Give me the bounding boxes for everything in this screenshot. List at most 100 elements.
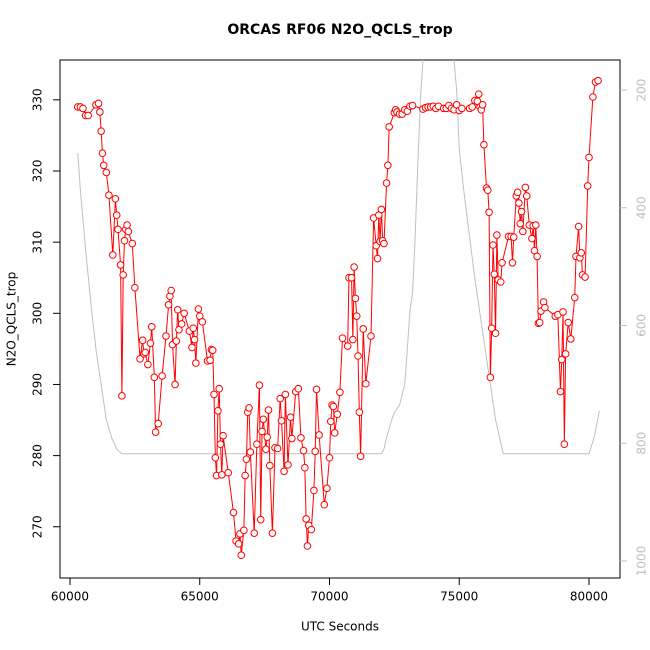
point	[98, 149, 107, 158]
point	[541, 303, 549, 312]
point	[508, 258, 517, 267]
point	[487, 324, 496, 333]
point	[528, 234, 536, 243]
point	[577, 249, 586, 257]
point	[262, 445, 270, 454]
point	[214, 406, 222, 415]
point	[264, 406, 273, 414]
point	[211, 453, 220, 462]
y-tick-label: 330	[31, 88, 45, 111]
point	[307, 525, 316, 534]
point	[118, 392, 126, 400]
point	[330, 429, 339, 437]
series-line	[77, 80, 599, 556]
point	[241, 471, 249, 480]
chart-title: ORCAS RF06 N2O_QCLS_trop	[227, 22, 452, 38]
point	[173, 305, 182, 314]
point	[141, 348, 150, 357]
point	[561, 350, 570, 358]
point	[367, 332, 375, 340]
point	[97, 127, 105, 135]
point	[215, 384, 224, 393]
point	[384, 161, 392, 170]
point	[151, 428, 160, 436]
point	[468, 103, 477, 111]
point	[556, 387, 565, 396]
point	[99, 161, 108, 170]
point	[373, 254, 382, 263]
point	[194, 305, 203, 313]
point	[217, 471, 226, 479]
point	[268, 529, 277, 537]
point	[574, 222, 583, 231]
point	[224, 468, 233, 477]
point	[382, 179, 391, 187]
point	[362, 379, 370, 388]
point	[485, 208, 493, 217]
point	[408, 101, 417, 110]
point	[521, 183, 530, 192]
point	[229, 508, 238, 517]
point	[120, 236, 129, 245]
point	[329, 402, 338, 411]
point	[338, 334, 347, 343]
point	[123, 221, 131, 229]
point	[253, 440, 261, 449]
point	[311, 447, 320, 456]
point	[192, 359, 200, 367]
point	[198, 318, 207, 326]
point	[294, 384, 303, 393]
point	[172, 337, 181, 345]
point	[167, 286, 175, 295]
y-axis-label: N2O_QCLS_trop	[5, 272, 19, 367]
point	[301, 463, 309, 472]
point	[288, 434, 296, 443]
point	[377, 205, 386, 214]
point	[94, 99, 103, 108]
point	[351, 294, 360, 303]
point	[280, 467, 288, 476]
point	[147, 323, 156, 331]
point	[116, 261, 125, 269]
point	[245, 404, 253, 412]
point	[491, 329, 500, 338]
point	[570, 293, 579, 302]
y-tick-label: 300	[31, 302, 45, 325]
point	[474, 90, 483, 98]
point	[119, 271, 127, 279]
point	[581, 273, 589, 281]
point	[354, 352, 362, 360]
point	[138, 336, 147, 345]
y2-tick-label: 200	[635, 79, 649, 102]
point	[171, 380, 179, 389]
point	[114, 225, 122, 234]
point	[242, 455, 251, 463]
y-tick-label: 270	[31, 515, 45, 538]
point	[297, 434, 305, 442]
point	[281, 390, 290, 399]
y2-tick-label: 800	[635, 432, 649, 455]
point	[206, 356, 214, 365]
point	[585, 153, 593, 162]
point	[188, 343, 196, 352]
point	[498, 258, 506, 267]
point	[277, 416, 286, 425]
point	[256, 515, 265, 524]
point	[84, 111, 92, 120]
point	[490, 270, 499, 278]
point	[522, 192, 531, 200]
point	[325, 453, 334, 462]
point	[111, 194, 120, 203]
y-tick-label: 320	[31, 160, 45, 183]
point	[560, 440, 569, 449]
x-axis-label: UTC Seconds	[301, 620, 379, 634]
plot-frame	[59, 59, 621, 579]
point	[559, 308, 567, 316]
point	[315, 431, 323, 439]
point	[517, 207, 526, 216]
point	[594, 76, 602, 85]
point	[347, 273, 356, 282]
point	[320, 500, 329, 509]
point	[333, 410, 342, 419]
point	[496, 278, 505, 286]
